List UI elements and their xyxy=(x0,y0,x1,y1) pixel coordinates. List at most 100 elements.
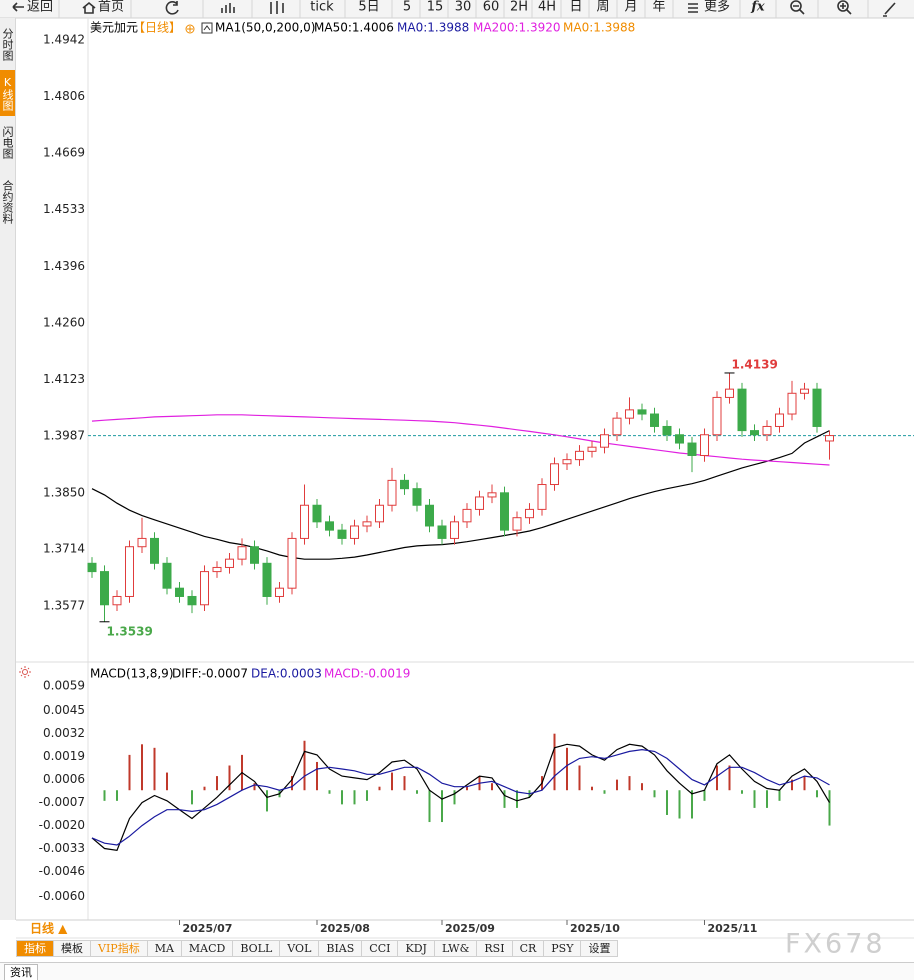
candle-body xyxy=(687,442,697,456)
candle-body xyxy=(612,417,622,436)
legend-entry: MACD:-0.0019 xyxy=(324,667,410,681)
toolbar-button[interactable]: 60 xyxy=(483,0,500,15)
legend-entry: 【日线】 xyxy=(133,21,181,35)
candle-body xyxy=(350,525,359,539)
sidebar-tab[interactable]: 合约资料 xyxy=(1,180,14,224)
low-label: 1.3539 xyxy=(107,624,153,638)
x-tick-label: 2025/09 xyxy=(445,922,495,935)
candle-body xyxy=(487,492,497,498)
indicator-tab[interactable]: 模板 xyxy=(54,940,91,957)
y-tick-label: 1.4123 xyxy=(43,372,85,386)
sidebar: 分时图 K线图闪电图合约资料 xyxy=(0,18,16,920)
ma-line xyxy=(91,430,830,560)
candle-body xyxy=(162,562,172,589)
y-tick-label: 1.3577 xyxy=(43,599,85,613)
macd-settings-icon[interactable] xyxy=(22,669,28,675)
legend-entry: MA0:1.3988 xyxy=(397,21,469,35)
zoom-in-icon[interactable] xyxy=(837,0,849,12)
y-tick-label: 1.4533 xyxy=(43,202,85,216)
refresh-icon[interactable] xyxy=(165,1,179,15)
toolbar-button[interactable]: 日 xyxy=(569,0,582,15)
bar-icon[interactable] xyxy=(221,3,235,13)
y-tick-label: -0.0007 xyxy=(39,795,85,809)
candle-body xyxy=(200,571,209,606)
toolbar-button[interactable]: 年 xyxy=(652,0,665,15)
candle-body xyxy=(637,409,647,415)
candle-body xyxy=(175,587,184,597)
toolbar-button[interactable]: tick xyxy=(310,0,334,15)
toolbar-button[interactable]: 4H xyxy=(538,0,556,15)
toolbar-button[interactable]: 首页 xyxy=(98,0,124,15)
home-icon[interactable] xyxy=(82,1,96,14)
candle-body xyxy=(312,504,322,523)
toolbar-button[interactable]: 5 xyxy=(403,0,411,15)
menu-icon[interactable] xyxy=(688,3,698,13)
toolbar-button[interactable]: 30 xyxy=(455,0,472,15)
y-tick-label: 1.3850 xyxy=(43,485,85,499)
indicator-tab[interactable]: MA xyxy=(147,940,182,957)
toolbar-button[interactable]: 周 xyxy=(596,0,609,15)
y-tick-label: 0.0045 xyxy=(43,703,85,717)
candle-body xyxy=(800,388,809,394)
candle-body xyxy=(575,450,584,461)
legend-entry: MACD(13,8,9) xyxy=(90,667,174,681)
indicator-tab[interactable]: VIP指标 xyxy=(91,940,148,957)
toolbar-button[interactable]: 5日 xyxy=(358,0,379,15)
indicator-tab[interactable]: PSY xyxy=(544,940,582,957)
candle-body xyxy=(87,562,97,573)
toolbar-button[interactable]: 返回 xyxy=(27,0,53,15)
legend-entry: MA1(50,0,200,0) xyxy=(215,21,315,35)
sidebar-tab[interactable]: 分时图 xyxy=(1,27,14,61)
indicator-tab[interactable]: RSI xyxy=(477,940,513,957)
toolbar-button[interactable]: 2H xyxy=(510,0,528,15)
candle-body xyxy=(662,425,672,436)
toolbar xyxy=(0,0,914,18)
indicator-tab[interactable]: VOL xyxy=(280,940,320,957)
x-tick-label: 2025/07 xyxy=(183,922,233,935)
high-label: 1.4139 xyxy=(732,357,778,371)
add-icon[interactable] xyxy=(185,24,195,34)
candle-body xyxy=(550,463,559,486)
candle-body xyxy=(825,435,834,442)
zoom-out-icon[interactable] xyxy=(790,0,802,12)
draw-icon[interactable] xyxy=(883,2,896,17)
indicator-tab[interactable]: BIAS xyxy=(319,940,363,957)
candle-body xyxy=(237,546,247,560)
candle-body xyxy=(475,496,484,510)
indicator-tab[interactable]: 设置 xyxy=(581,940,619,957)
candle-body xyxy=(562,459,572,465)
y-tick-label: 0.0019 xyxy=(43,749,85,763)
y-tick-label: 1.4806 xyxy=(43,89,85,103)
sidebar-tab[interactable]: 闪电图 xyxy=(1,125,14,159)
toolbar-button[interactable]: 月 xyxy=(624,0,637,15)
macd-line xyxy=(91,748,830,846)
indicator-tab[interactable]: CCI xyxy=(362,940,399,957)
candle-body xyxy=(712,396,722,436)
indicator-tab[interactable]: 指标 xyxy=(16,940,54,957)
toolbar-button[interactable]: 15 xyxy=(427,0,444,15)
candle-body xyxy=(425,504,434,527)
settings-icon[interactable] xyxy=(201,22,213,34)
period-selector[interactable]: 日线 ▲ xyxy=(30,921,68,936)
candle-body xyxy=(587,446,597,452)
candle-body xyxy=(375,504,384,523)
sidebar-tab[interactable]: K线图 xyxy=(0,70,15,116)
candle-body xyxy=(300,504,309,539)
toolbar-button[interactable]: fx xyxy=(750,0,765,15)
indicator-tab[interactable]: MACD xyxy=(181,940,234,957)
legend-entry: DIFF:-0.0007 xyxy=(172,667,248,681)
y-tick-label: -0.0060 xyxy=(39,889,85,903)
candle-body xyxy=(775,413,784,427)
y-tick-label: 0.0006 xyxy=(43,772,85,786)
indicator-tab[interactable]: KDJ xyxy=(398,940,435,957)
watermark: FX678 xyxy=(785,929,886,960)
indicator-tab[interactable]: BOLL xyxy=(233,940,281,957)
candle-icon[interactable] xyxy=(270,1,284,14)
toolbar-button[interactable]: 更多 xyxy=(704,0,730,15)
indicator-tab[interactable]: LW& xyxy=(434,940,478,957)
candle-body xyxy=(362,521,372,527)
back-icon[interactable] xyxy=(12,2,24,12)
y-tick-label: 1.4942 xyxy=(43,32,85,46)
footer-tab[interactable]: 资讯 xyxy=(4,964,38,980)
indicator-tab[interactable]: CR xyxy=(512,940,545,957)
